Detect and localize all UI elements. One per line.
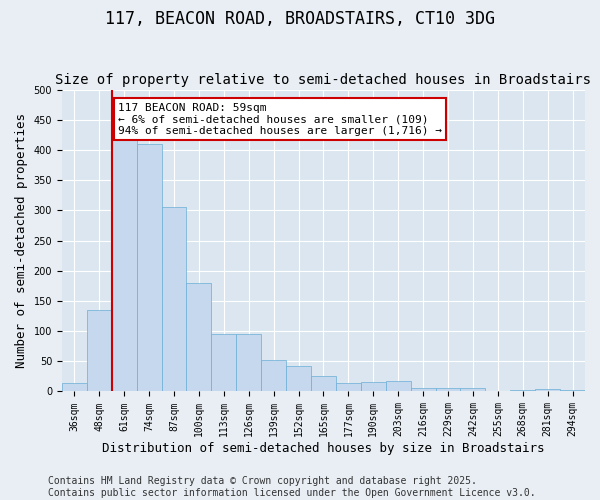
Bar <box>261 360 286 392</box>
Text: Contains HM Land Registry data © Crown copyright and database right 2025.
Contai: Contains HM Land Registry data © Crown c… <box>48 476 536 498</box>
Bar <box>436 388 460 392</box>
Bar <box>161 208 187 392</box>
Y-axis label: Number of semi-detached properties: Number of semi-detached properties <box>15 113 28 368</box>
Bar <box>485 391 510 392</box>
Bar <box>410 388 436 392</box>
Bar <box>510 390 535 392</box>
Bar <box>62 383 87 392</box>
Bar <box>137 144 161 392</box>
Bar <box>87 310 112 392</box>
Bar <box>386 380 410 392</box>
X-axis label: Distribution of semi-detached houses by size in Broadstairs: Distribution of semi-detached houses by … <box>102 442 545 455</box>
Bar <box>535 389 560 392</box>
Bar <box>336 383 361 392</box>
Text: 117, BEACON ROAD, BROADSTAIRS, CT10 3DG: 117, BEACON ROAD, BROADSTAIRS, CT10 3DG <box>105 10 495 28</box>
Bar <box>560 390 585 392</box>
Text: 117 BEACON ROAD: 59sqm
← 6% of semi-detached houses are smaller (109)
94% of sem: 117 BEACON ROAD: 59sqm ← 6% of semi-deta… <box>118 103 442 136</box>
Bar <box>311 376 336 392</box>
Bar <box>211 334 236 392</box>
Bar <box>187 283 211 392</box>
Bar <box>236 334 261 392</box>
Bar <box>286 366 311 392</box>
Bar <box>112 138 137 392</box>
Title: Size of property relative to semi-detached houses in Broadstairs: Size of property relative to semi-detach… <box>55 73 592 87</box>
Bar <box>361 382 386 392</box>
Bar <box>460 388 485 392</box>
